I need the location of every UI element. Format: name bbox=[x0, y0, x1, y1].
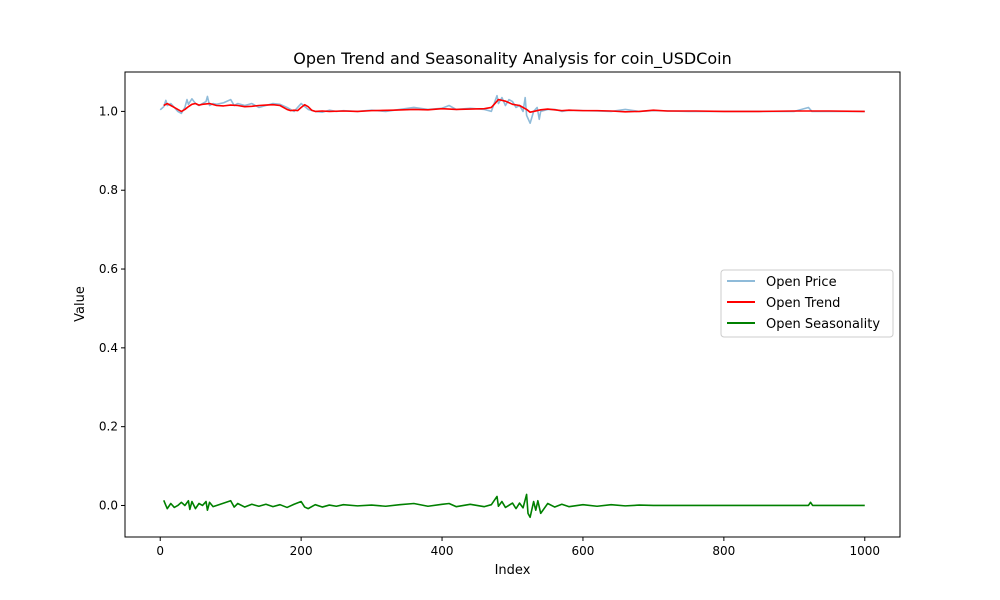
x-tick-label: 0 bbox=[156, 544, 164, 558]
series-layer bbox=[159, 94, 865, 519]
x-axis-label: Index bbox=[495, 563, 531, 578]
y-tick-label: 0.4 bbox=[99, 341, 118, 355]
legend-label: Open Price bbox=[766, 275, 837, 290]
x-tick-label: 1000 bbox=[849, 544, 880, 558]
x-tick-label: 600 bbox=[572, 544, 595, 558]
series-line-open-price bbox=[159, 94, 865, 125]
y-axis: 0.0 0.2 0.4 0.6 0.8 1.0 bbox=[99, 104, 125, 512]
plot-area bbox=[124, 71, 901, 538]
x-tick-label: 800 bbox=[712, 544, 735, 558]
legend-label: Open Trend bbox=[766, 296, 840, 311]
y-tick-label: 0.0 bbox=[99, 498, 118, 512]
legend: Open Price Open Trend Open Seasonality bbox=[720, 269, 894, 338]
x-tick-label: 400 bbox=[431, 544, 454, 558]
y-tick-label: 0.2 bbox=[99, 420, 118, 434]
plot-frame bbox=[124, 71, 901, 538]
y-tick-label: 0.6 bbox=[99, 262, 118, 276]
legend-box bbox=[720, 269, 894, 338]
chart-title: Open Trend and Seasonality Analysis for … bbox=[293, 49, 731, 69]
series-line-open-trend bbox=[163, 98, 865, 113]
y-axis-label: Value bbox=[73, 286, 88, 322]
y-tick-label: 0.8 bbox=[99, 183, 118, 197]
x-tick-label: 200 bbox=[290, 544, 313, 558]
y-tick-label: 1.0 bbox=[99, 104, 118, 118]
series-line-open-seasonality bbox=[163, 493, 865, 519]
legend-label: Open Seasonality bbox=[766, 317, 880, 332]
x-axis: 0 200 400 600 800 1000 bbox=[156, 537, 880, 558]
